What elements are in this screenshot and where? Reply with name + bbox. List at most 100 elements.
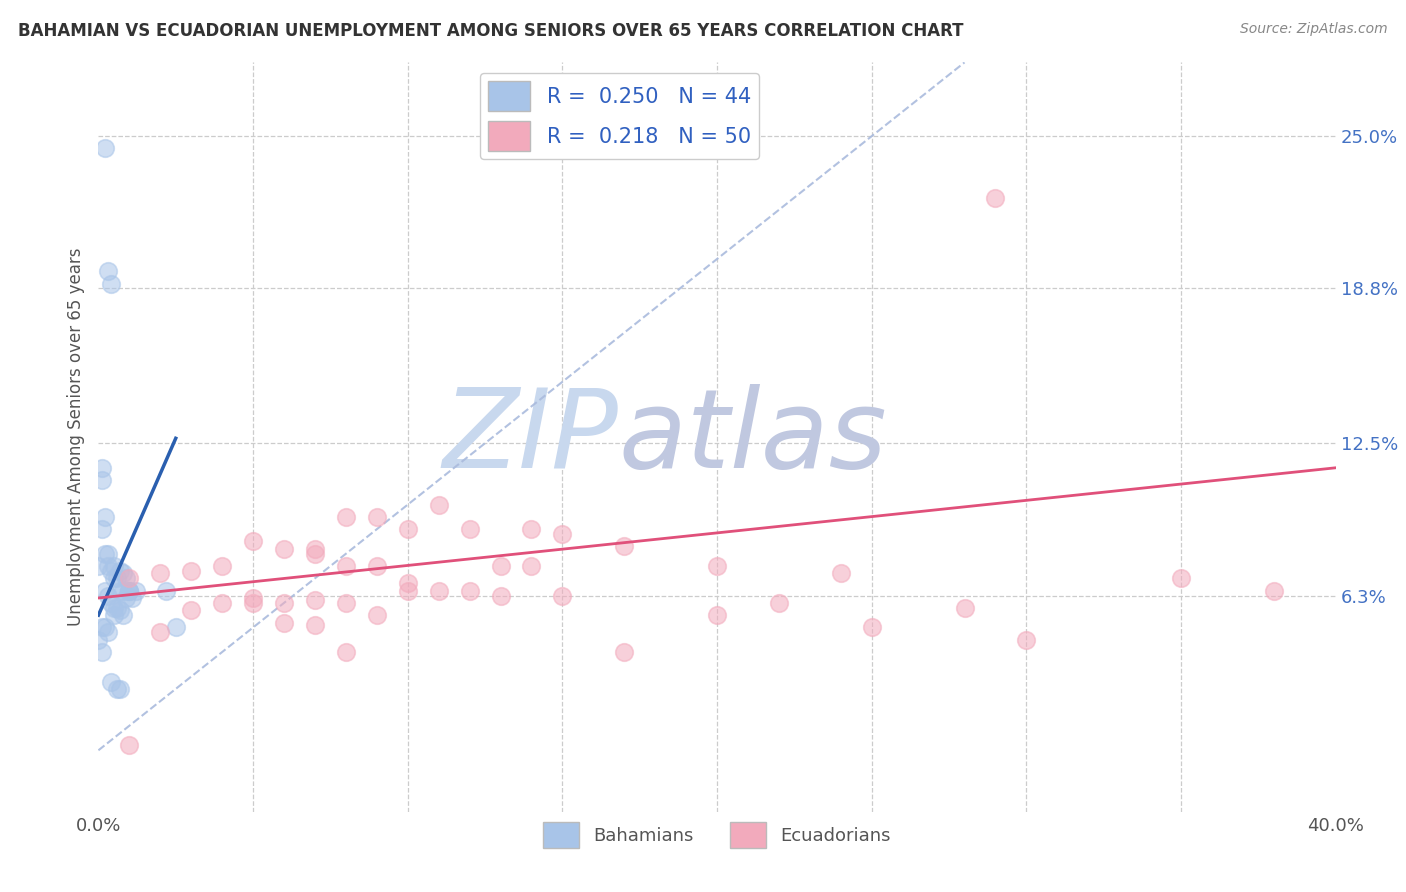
Point xyxy=(90,620,112,634)
Point xyxy=(118,739,141,753)
Point xyxy=(366,608,388,623)
Point xyxy=(830,566,852,581)
Point xyxy=(105,681,128,696)
Point xyxy=(149,625,172,640)
Point xyxy=(613,645,636,659)
Text: BAHAMIAN VS ECUADORIAN UNEMPLOYMENT AMONG SENIORS OVER 65 YEARS CORRELATION CHAR: BAHAMIAN VS ECUADORIAN UNEMPLOYMENT AMON… xyxy=(18,22,963,40)
Point xyxy=(165,620,187,634)
Point xyxy=(211,596,233,610)
Point xyxy=(112,566,135,581)
Point xyxy=(273,596,295,610)
Point xyxy=(427,498,450,512)
Point xyxy=(242,534,264,549)
Point xyxy=(118,571,141,585)
Point xyxy=(93,547,115,561)
Point xyxy=(768,596,790,610)
Point xyxy=(242,591,264,605)
Point xyxy=(103,600,125,615)
Point xyxy=(100,564,122,578)
Point xyxy=(97,547,120,561)
Point xyxy=(304,593,326,607)
Text: ZIP: ZIP xyxy=(443,384,619,491)
Point xyxy=(242,596,264,610)
Point xyxy=(335,645,357,659)
Point xyxy=(396,522,419,536)
Point xyxy=(335,596,357,610)
Point xyxy=(396,576,419,591)
Point xyxy=(93,583,115,598)
Point xyxy=(108,583,131,598)
Y-axis label: Unemployment Among Seniors over 65 years: Unemployment Among Seniors over 65 years xyxy=(66,248,84,626)
Point xyxy=(1170,571,1192,585)
Point xyxy=(953,600,976,615)
Point xyxy=(108,603,131,617)
Point xyxy=(489,589,512,603)
Point xyxy=(93,141,115,155)
Point xyxy=(90,522,112,536)
Point xyxy=(1263,583,1285,598)
Point xyxy=(124,583,146,598)
Point xyxy=(118,583,141,598)
Point xyxy=(108,564,131,578)
Point xyxy=(551,589,574,603)
Point xyxy=(93,510,115,524)
Point xyxy=(984,190,1007,204)
Point xyxy=(112,583,135,598)
Point xyxy=(100,674,122,689)
Point xyxy=(149,566,172,581)
Point xyxy=(180,564,202,578)
Point xyxy=(489,559,512,574)
Point xyxy=(335,510,357,524)
Point xyxy=(103,559,125,574)
Point xyxy=(112,608,135,623)
Text: Source: ZipAtlas.com: Source: ZipAtlas.com xyxy=(1240,22,1388,37)
Point xyxy=(1015,632,1038,647)
Point xyxy=(335,559,357,574)
Legend: Bahamians, Ecuadorians: Bahamians, Ecuadorians xyxy=(536,815,898,855)
Point xyxy=(108,681,131,696)
Point xyxy=(273,615,295,630)
Point xyxy=(551,527,574,541)
Point xyxy=(115,591,138,605)
Text: atlas: atlas xyxy=(619,384,887,491)
Point xyxy=(366,510,388,524)
Point xyxy=(100,277,122,291)
Point xyxy=(427,583,450,598)
Point xyxy=(97,625,120,640)
Point xyxy=(706,608,728,623)
Point xyxy=(520,559,543,574)
Point xyxy=(366,559,388,574)
Point xyxy=(115,571,138,585)
Point xyxy=(180,603,202,617)
Point xyxy=(396,583,419,598)
Point xyxy=(121,591,143,605)
Point xyxy=(97,264,120,278)
Point xyxy=(273,541,295,556)
Point xyxy=(706,559,728,574)
Point xyxy=(105,571,128,585)
Point xyxy=(100,596,122,610)
Point xyxy=(87,632,110,647)
Point xyxy=(613,540,636,554)
Point xyxy=(520,522,543,536)
Point xyxy=(118,583,141,598)
Point xyxy=(90,460,112,475)
Point xyxy=(304,618,326,632)
Point xyxy=(304,541,326,556)
Point xyxy=(211,559,233,574)
Point xyxy=(860,620,883,634)
Point xyxy=(90,473,112,487)
Point xyxy=(103,608,125,623)
Point xyxy=(304,547,326,561)
Point xyxy=(155,583,177,598)
Point xyxy=(458,583,481,598)
Point xyxy=(103,571,125,585)
Point xyxy=(93,620,115,634)
Point xyxy=(458,522,481,536)
Point xyxy=(97,559,120,574)
Point xyxy=(118,583,141,598)
Point xyxy=(97,589,120,603)
Point xyxy=(90,645,112,659)
Point xyxy=(87,559,110,574)
Point xyxy=(105,600,128,615)
